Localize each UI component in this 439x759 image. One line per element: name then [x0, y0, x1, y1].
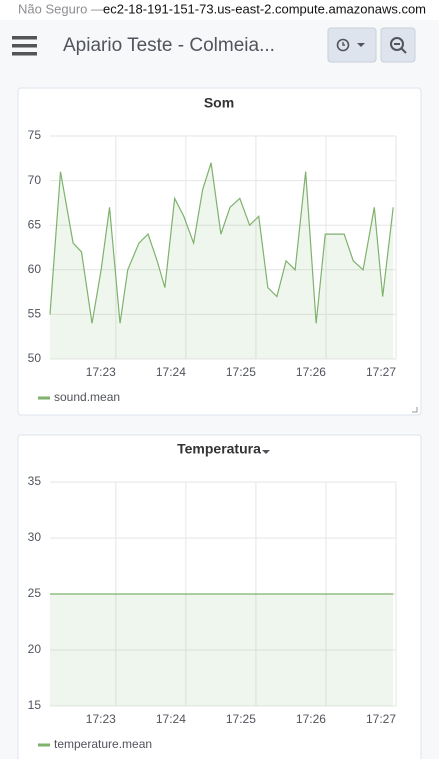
button-bg: [327, 27, 377, 63]
dashboard-title[interactable]: Apiario Teste - Colmeia...: [63, 35, 275, 56]
y-tick-label: 65: [28, 217, 42, 231]
panel-title: Som: [204, 95, 234, 111]
y-tick-label: 20: [28, 642, 42, 656]
y-tick-label: 35: [28, 474, 42, 488]
x-tick-label: 17:27: [366, 712, 396, 726]
legend-label: sound.mean: [54, 390, 120, 404]
panel: [17, 87, 422, 416]
y-tick-label: 25: [28, 586, 42, 600]
y-tick-label: 75: [28, 128, 42, 142]
x-tick-label: 17:26: [296, 712, 326, 726]
caret: [357, 43, 365, 47]
x-tick-label: 17:24: [156, 365, 186, 379]
legend-label: temperature.mean: [54, 737, 152, 751]
menu-icon[interactable]: [12, 36, 37, 56]
y-tick-label: 30: [28, 530, 42, 544]
time-picker-button[interactable]: [327, 27, 377, 63]
menu-bar: [12, 44, 37, 48]
x-tick-label: 17:27: [366, 365, 396, 379]
menu-bar: [12, 36, 37, 40]
x-tick-label: 17:25: [226, 365, 256, 379]
y-tick-label: 60: [28, 262, 42, 276]
url: ec2-18-191-151-73.us-east-2.compute.amaz…: [103, 1, 426, 16]
y-tick-label: 70: [28, 173, 42, 187]
panel-title: Temperatura: [177, 441, 261, 457]
x-tick-label: 17:26: [296, 365, 326, 379]
y-tick-label: 55: [28, 307, 42, 321]
area-fill: [50, 162, 394, 359]
clock-hands: [342, 42, 345, 46]
x-tick-label: 17:24: [156, 712, 186, 726]
y-tick-label: 15: [28, 698, 42, 712]
series-line: [49, 162, 394, 324]
zoom-button[interactable]: [380, 27, 416, 63]
x-tick-label: 17:25: [226, 712, 256, 726]
zoom-icon: [390, 37, 404, 51]
panel-menu-caret[interactable]: [262, 450, 270, 454]
clock-icon: [336, 38, 350, 52]
x-tick-label: 17:23: [86, 365, 116, 379]
panel: [17, 434, 422, 759]
y-tick-label: 50: [28, 351, 42, 365]
menu-bar: [12, 52, 37, 56]
address-bar[interactable]: [0, 0, 439, 20]
x-tick-label: 17:23: [86, 712, 116, 726]
area-fill: [50, 594, 394, 706]
resize-handle[interactable]: [412, 407, 418, 413]
zoom-icon-lines: [394, 43, 407, 54]
security-label: Não Seguro —: [18, 1, 104, 16]
